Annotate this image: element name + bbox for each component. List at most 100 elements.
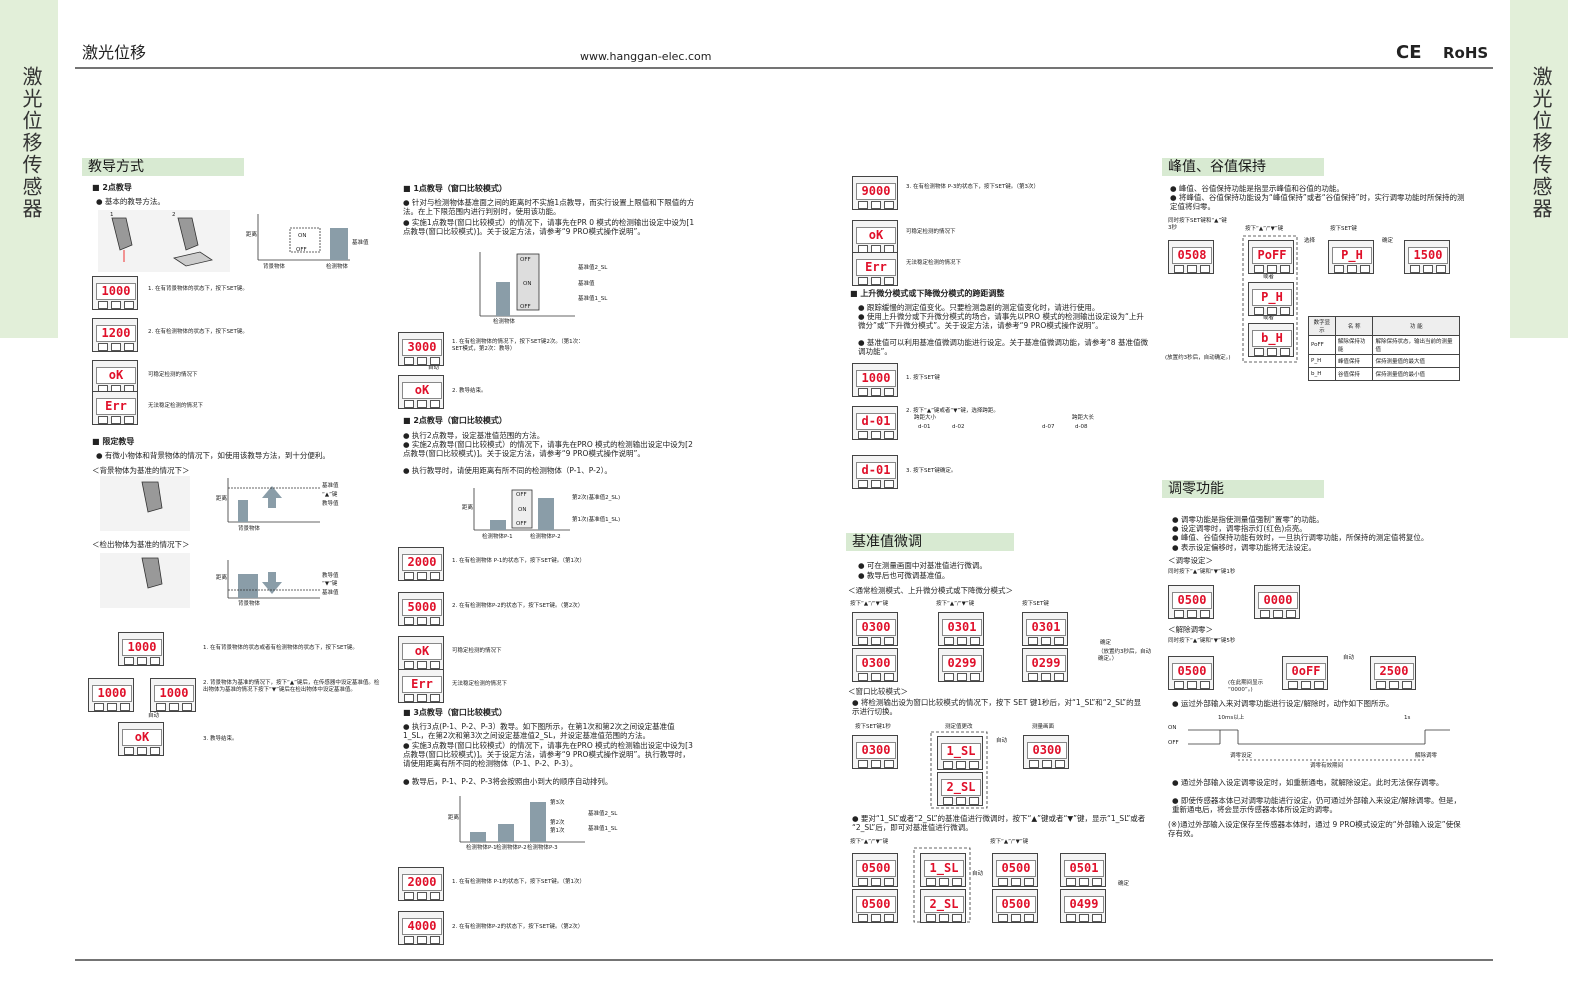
diagram-label: 确定 bbox=[1100, 640, 1112, 646]
table-cell: 解除保持功能 bbox=[1334, 335, 1374, 355]
key-button bbox=[404, 892, 414, 900]
key-button bbox=[417, 936, 427, 944]
diagram-label: “▼”键 bbox=[322, 581, 338, 587]
display-reading: 1000 bbox=[856, 370, 896, 387]
key-button bbox=[430, 400, 440, 408]
diagram-label: ON bbox=[1168, 725, 1177, 731]
key-button bbox=[1066, 878, 1076, 886]
display-unit: PoFF bbox=[1248, 240, 1294, 274]
side-tab: 激光位移传感器 bbox=[0, 0, 58, 338]
display-unit: oK bbox=[118, 722, 164, 756]
key-button bbox=[884, 277, 894, 285]
diagram-label: 或者 bbox=[1263, 274, 1275, 280]
key-button bbox=[884, 637, 894, 645]
diagram-label: OFF bbox=[296, 247, 307, 253]
diagram-label: 基准值 bbox=[322, 483, 339, 489]
key-button bbox=[1011, 878, 1021, 886]
display-reading: 0508 bbox=[1172, 247, 1212, 264]
caption: 1. 在有检测物体 P-1的状态下，按下SET键。（第1次） bbox=[452, 558, 586, 564]
caption: 3. 在有检测物体 P-3的状态下，按下SET键。（第3次） bbox=[906, 184, 1040, 190]
display-reading: 0300 bbox=[856, 742, 896, 759]
display-unit: 2_SL bbox=[937, 772, 983, 806]
key-button bbox=[884, 878, 894, 886]
diagram-label: 确定 bbox=[1382, 238, 1394, 244]
display-unit: 1_SL bbox=[920, 853, 966, 887]
display-reading: 0501 bbox=[1064, 860, 1104, 877]
display-unit: 0500 bbox=[1168, 656, 1214, 690]
display-unit: oK bbox=[398, 636, 444, 670]
header-cell: 名 称 bbox=[1334, 316, 1374, 336]
display-reading: 0500 bbox=[996, 896, 1036, 913]
display-reading: oK bbox=[96, 367, 136, 384]
section-title: 教导方式 bbox=[82, 158, 244, 176]
diagram-label: 检测物体 bbox=[326, 264, 349, 270]
caption: 可稳定检测的情况下 bbox=[452, 648, 502, 654]
caption: 无法稳定检测的情况下 bbox=[906, 260, 962, 266]
display-reading: P_H bbox=[1252, 289, 1292, 306]
key-button bbox=[952, 878, 962, 886]
key-button bbox=[1288, 681, 1298, 689]
key-button bbox=[1187, 610, 1197, 618]
key-button bbox=[939, 914, 949, 922]
key-button bbox=[169, 703, 179, 711]
display-reading: 0000 bbox=[1258, 592, 1298, 609]
key-button bbox=[871, 673, 881, 681]
display-unit: 1500 bbox=[1404, 240, 1450, 274]
caption: 2. 背景物体为基准的情况下，按下“▲”键后，在传感器中设定基准值。检出物体为基… bbox=[203, 680, 380, 693]
bullet-text: ● 要对“1_SL”或者“2_SL”的基准值进行微调时，按下“▲”键或者“▼”键… bbox=[852, 814, 1146, 832]
bullet-text: ＜解除调零＞ bbox=[1168, 625, 1213, 634]
bullet-text: ● 运过外部输入来对调零功能进行设定/解除时，动作如下图所示。 bbox=[1172, 699, 1394, 708]
display-reading: oK bbox=[402, 382, 442, 399]
bullet-text: ＜通常检测模式、上升微分模式或下降微分模式＞ bbox=[848, 586, 1013, 595]
display-reading: 2_SL bbox=[941, 779, 981, 796]
display-unit: 1000 bbox=[92, 276, 138, 310]
display-unit: 0299 bbox=[1022, 648, 1068, 682]
key-button bbox=[137, 747, 147, 755]
key-button bbox=[1187, 681, 1197, 689]
key-button bbox=[1280, 265, 1290, 273]
display-unit: oK bbox=[92, 360, 138, 394]
diagram-label: ON bbox=[518, 507, 527, 513]
bullet-text: ＜调零设定＞ bbox=[1168, 556, 1213, 565]
header-url: www.hanggan-elec.com bbox=[580, 50, 712, 63]
display-unit: 2000 bbox=[398, 867, 444, 901]
key-button bbox=[944, 673, 954, 681]
heading: ■ 2点教导 bbox=[92, 183, 132, 192]
display-reading: 0499 bbox=[1064, 896, 1104, 913]
caption: 2. 在有检测物体的状态下，按下SET键。 bbox=[148, 329, 248, 335]
display-reading: 0500 bbox=[1172, 592, 1212, 609]
diagram-label: 检测物体 bbox=[493, 319, 516, 325]
diagram-label: 按下“▲”/“▼”键 bbox=[1245, 226, 1284, 232]
diagram-label: 调零有效期间 bbox=[1310, 763, 1344, 769]
key-button bbox=[417, 400, 427, 408]
key-button bbox=[943, 761, 953, 769]
function-table: 数字显示名 称功 能 PoFF 解除保持功能 解除保持状态，输出当前的测量值 P_H 峰值… bbox=[1308, 316, 1460, 381]
diagram-label: d-01 bbox=[918, 424, 931, 430]
diagram-label: 第1次(基准值1_SL) bbox=[572, 517, 621, 523]
bullet-text: ● 通过外部输入设定调零设定时，如重新通电，就解除设定。此时无法保存调零。 bbox=[1172, 778, 1444, 787]
display-unit: 3000 bbox=[398, 332, 444, 366]
display-unit: d-01 bbox=[852, 406, 898, 440]
table-cell: 峰值保持 bbox=[1334, 354, 1374, 368]
key-button bbox=[124, 657, 134, 665]
key-button bbox=[1174, 681, 1184, 689]
key-button bbox=[137, 657, 147, 665]
key-button bbox=[1200, 681, 1210, 689]
table-row: b_H 谷值保持 保持测量值的最小值 bbox=[1308, 367, 1460, 381]
diagram-label: 背景物体 bbox=[263, 264, 286, 270]
diagram-label: （放置约3秒后，自动确定。） bbox=[1098, 649, 1151, 662]
key-button bbox=[111, 416, 121, 424]
diagram-label: 按下“▲”/“▼”键 bbox=[990, 839, 1029, 845]
bullet-text: ● 执行2点教导，设定基准值范围的方法。 bbox=[403, 431, 545, 440]
key-button bbox=[1280, 307, 1290, 315]
key-button bbox=[120, 703, 130, 711]
header-title: 激光位移 bbox=[82, 43, 147, 62]
key-button bbox=[858, 914, 868, 922]
display-reading: 1000 bbox=[96, 283, 136, 300]
key-button bbox=[1028, 637, 1038, 645]
bullet-text: ● 设定调零时，调零指示灯(红色)点亮。 bbox=[1172, 524, 1307, 533]
key-button bbox=[1267, 265, 1277, 273]
key-button bbox=[884, 673, 894, 681]
display-unit: Err bbox=[92, 391, 138, 425]
heading: ■ 上升微分模式或下降微分模式的跨距调整 bbox=[850, 289, 1005, 298]
